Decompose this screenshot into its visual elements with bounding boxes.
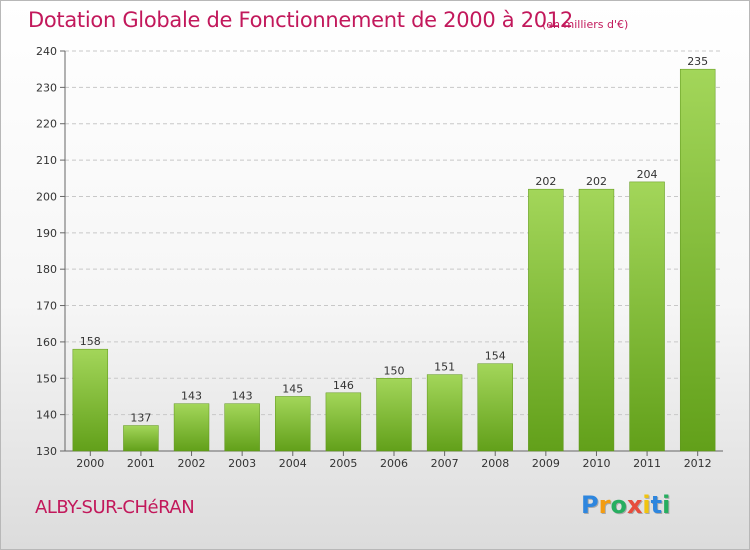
bar-2000 — [72, 348, 109, 452]
bar-2005 — [325, 392, 362, 452]
data-label: 154 — [485, 350, 506, 363]
logo-letter: i — [642, 491, 651, 519]
data-label: 150 — [384, 364, 405, 377]
data-label: 235 — [687, 55, 708, 68]
y-tick-label: 170 — [36, 300, 57, 313]
data-label: 137 — [130, 412, 151, 425]
data-label: 143 — [232, 390, 253, 403]
y-tick-label: 240 — [36, 45, 57, 58]
y-tick-label: 140 — [36, 409, 57, 422]
bar-2009 — [528, 188, 564, 452]
x-tick-label: 2012 — [684, 457, 712, 470]
commune-name: ALBY-SUR-CHéRAN — [35, 497, 195, 518]
data-label: 202 — [586, 175, 607, 188]
y-tick-label: 210 — [36, 154, 57, 167]
data-label: 202 — [535, 175, 556, 188]
x-tick-label: 2002 — [178, 457, 206, 470]
x-tick-label: 2006 — [380, 457, 408, 470]
logo-letter: i — [662, 491, 671, 519]
x-tick-label: 2009 — [532, 457, 560, 470]
x-tick-label: 2010 — [582, 457, 610, 470]
bar-2001 — [123, 425, 159, 452]
data-label: 204 — [637, 168, 658, 181]
data-label: 145 — [282, 382, 303, 395]
x-tick-label: 2000 — [76, 457, 104, 470]
y-tick-label: 200 — [36, 190, 57, 203]
chart-title: Dotation Globale de Fonctionnement de 20… — [28, 8, 573, 32]
x-tick-label: 2003 — [228, 457, 256, 470]
bar-2008 — [477, 363, 513, 452]
y-tick-label: 220 — [36, 118, 57, 131]
x-tick-label: 2005 — [329, 457, 357, 470]
y-tick-label: 230 — [36, 81, 57, 94]
data-label: 146 — [333, 379, 354, 392]
logo-letter: o — [610, 491, 627, 519]
y-tick-labels: 130 140 150 160 170 180 190 200 210 220 230 240 — [36, 45, 57, 458]
bar-2002 — [173, 403, 210, 452]
x-tick-label: 2001 — [127, 457, 155, 470]
y-tick-label: 190 — [36, 227, 57, 240]
bar-2006 — [376, 378, 412, 452]
y-tick-label: 180 — [36, 263, 57, 276]
y-tick-label: 130 — [36, 445, 57, 458]
grid-lines — [65, 50, 723, 416]
bar-2007 — [426, 374, 463, 452]
data-label: 158 — [80, 335, 101, 348]
data-label: 143 — [181, 390, 202, 403]
bar-2003 — [224, 403, 260, 452]
data-labels: 158 137 143 143 145 146 150 151 154 202 202 204 235 — [80, 55, 708, 424]
x-tick-label: 2008 — [481, 457, 509, 470]
x-tick-label: 2011 — [633, 457, 661, 470]
logo-letter: r — [598, 491, 611, 519]
x-tick-labels: 2000 2001 2002 2003 2004 2005 2006 2007 2008 2009… — [76, 457, 711, 470]
proxiti-logo: Proxiti — [581, 491, 670, 519]
logo-letter: x — [626, 491, 643, 519]
bar-2004 — [275, 396, 311, 452]
bars — [72, 68, 716, 452]
bar-2010 — [578, 188, 615, 452]
bar-2012 — [679, 68, 716, 452]
x-tick-label: 2007 — [431, 457, 459, 470]
logo-letter: P — [581, 491, 599, 519]
y-tick-label: 150 — [36, 372, 57, 385]
logo-letter: t — [650, 491, 663, 519]
bar-2011 — [629, 181, 665, 452]
y-tick-label: 160 — [36, 336, 57, 349]
data-label: 151 — [434, 361, 455, 374]
x-tick-label: 2004 — [279, 457, 307, 470]
chart-subtitle: (en milliers d'€) — [542, 18, 629, 31]
